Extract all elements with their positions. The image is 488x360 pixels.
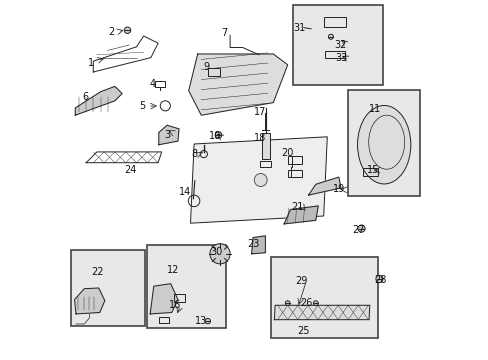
- Text: 10: 10: [208, 131, 221, 141]
- Text: 30: 30: [210, 247, 223, 257]
- Text: 16: 16: [168, 300, 181, 310]
- Polygon shape: [159, 125, 179, 145]
- Text: 14: 14: [179, 186, 191, 197]
- Text: 18: 18: [253, 132, 265, 143]
- Text: 6: 6: [82, 92, 88, 102]
- Text: 19: 19: [332, 184, 344, 194]
- Text: 22: 22: [91, 267, 103, 277]
- Text: 25: 25: [297, 326, 309, 336]
- Bar: [287, 156, 301, 164]
- Bar: [260, 161, 270, 167]
- Polygon shape: [188, 54, 287, 115]
- Bar: [363, 168, 377, 176]
- Text: 4: 4: [149, 78, 156, 89]
- Text: 12: 12: [167, 265, 179, 275]
- Bar: [287, 170, 301, 177]
- Circle shape: [285, 301, 289, 305]
- Polygon shape: [75, 288, 104, 314]
- Circle shape: [328, 34, 333, 39]
- Bar: [271, 257, 377, 338]
- Circle shape: [254, 174, 266, 186]
- Ellipse shape: [357, 105, 410, 184]
- Polygon shape: [75, 86, 122, 115]
- Text: 9: 9: [203, 62, 209, 72]
- Circle shape: [124, 27, 130, 33]
- Text: 28: 28: [374, 275, 386, 285]
- Text: 13: 13: [194, 316, 206, 326]
- Polygon shape: [308, 177, 340, 195]
- Bar: [159, 317, 168, 323]
- Circle shape: [357, 225, 365, 232]
- Polygon shape: [150, 284, 178, 314]
- Text: 33: 33: [334, 53, 346, 63]
- Text: 24: 24: [124, 165, 136, 175]
- Text: 11: 11: [368, 104, 381, 114]
- Bar: [347, 90, 419, 196]
- Text: 8: 8: [191, 149, 197, 159]
- Text: 2: 2: [108, 27, 114, 37]
- Circle shape: [313, 301, 318, 305]
- Polygon shape: [190, 137, 326, 223]
- Text: 7: 7: [221, 28, 227, 38]
- Bar: [155, 81, 164, 87]
- Polygon shape: [251, 236, 265, 254]
- Text: 21: 21: [291, 202, 304, 212]
- Text: 20: 20: [280, 148, 293, 158]
- Text: 15: 15: [366, 165, 378, 175]
- Bar: [207, 68, 220, 76]
- Circle shape: [209, 244, 230, 264]
- Circle shape: [204, 318, 210, 324]
- Circle shape: [375, 275, 382, 283]
- Text: 32: 32: [334, 40, 346, 50]
- Text: 29: 29: [295, 276, 307, 286]
- Polygon shape: [274, 305, 369, 320]
- Circle shape: [215, 132, 222, 138]
- Text: 23: 23: [247, 239, 260, 249]
- Text: 31: 31: [292, 23, 305, 33]
- Text: 5: 5: [139, 101, 145, 111]
- Bar: [325, 51, 345, 58]
- Polygon shape: [284, 206, 318, 224]
- Bar: [292, 5, 383, 85]
- Bar: [324, 17, 346, 27]
- Text: 26: 26: [300, 298, 312, 308]
- Text: 17: 17: [253, 107, 265, 117]
- Text: 3: 3: [163, 130, 170, 140]
- Text: 27: 27: [352, 225, 365, 235]
- Bar: [261, 133, 269, 159]
- Bar: [174, 294, 185, 302]
- Bar: [146, 245, 226, 328]
- Bar: [71, 250, 144, 326]
- Text: 1: 1: [88, 58, 94, 68]
